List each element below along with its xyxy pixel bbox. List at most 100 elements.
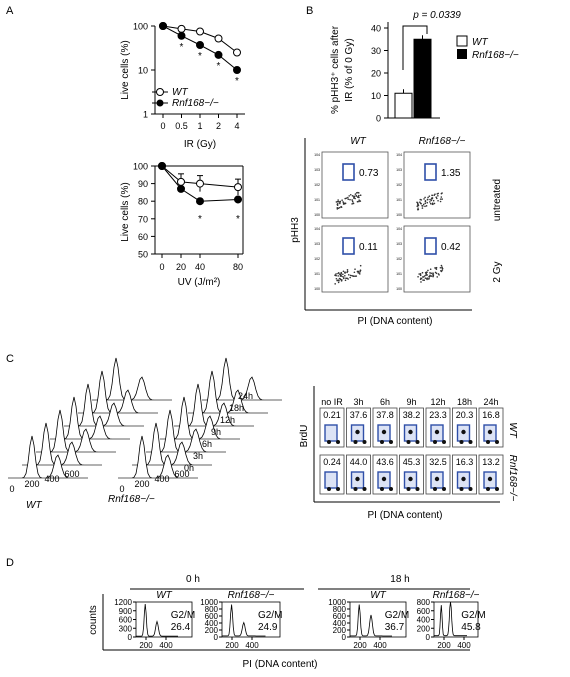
cell-event	[435, 197, 438, 200]
x-axis-label: IR (Gy)	[184, 139, 216, 150]
time-label: 6h	[202, 439, 212, 449]
row-2gy: 2 Gy	[492, 261, 503, 282]
cell-event	[424, 196, 426, 199]
cell-event	[416, 201, 418, 204]
cell-event	[416, 203, 419, 206]
legend-label-ko: Rnf168−/−	[172, 98, 219, 109]
y-tick-label: 40	[371, 24, 381, 34]
legend-label-ko: Rnf168−/−	[472, 50, 519, 61]
cell-event	[426, 198, 429, 201]
y-tick-label: 200	[333, 626, 347, 635]
g2-cluster	[362, 440, 367, 444]
tick-label: 104	[314, 153, 320, 157]
genotype-label: WT	[370, 590, 386, 601]
cell-event	[416, 205, 419, 208]
cell-event	[420, 277, 422, 280]
cell-event	[337, 275, 339, 277]
tick-label: 102	[396, 257, 402, 261]
cell-event	[435, 268, 438, 270]
y-tick-label: 800	[333, 605, 347, 614]
x-tick-label: 200	[225, 641, 239, 650]
brdu-percentage: 0.21	[323, 410, 341, 420]
cell-event	[339, 201, 341, 204]
gate-box	[424, 163, 437, 181]
cell-event	[359, 200, 362, 202]
y-tick-label: 10	[371, 91, 381, 101]
cell-event	[347, 278, 349, 280]
cell-event	[420, 281, 422, 283]
cell-event	[353, 195, 355, 197]
x-tick-label: 600	[174, 469, 189, 479]
y-tick-label: 200	[205, 626, 219, 635]
cell-event	[343, 275, 346, 277]
timepoint-18h: 18 h	[390, 574, 409, 585]
y-tick-label: 10	[138, 66, 148, 76]
cell-event	[356, 270, 359, 273]
cell-event	[428, 278, 430, 280]
tick-label: 103	[314, 168, 320, 172]
x-tick-label: 400	[159, 641, 173, 650]
cell-event	[437, 273, 440, 275]
cell-event	[439, 200, 442, 203]
cell-event	[427, 269, 429, 272]
group-label-ko: Rnf168−/−	[108, 494, 155, 505]
cell-event	[359, 194, 362, 197]
cell-event	[434, 193, 436, 195]
x-tick-label: 0	[159, 262, 164, 272]
cell-event	[336, 208, 339, 210]
data-point	[196, 197, 204, 206]
cell-event	[351, 200, 354, 203]
y-tick-label: 300	[119, 624, 133, 633]
cell-event	[428, 195, 431, 197]
g1-cluster	[486, 440, 490, 444]
x-axis-label: UV (J/m²)	[178, 277, 221, 288]
cell-event	[341, 199, 343, 201]
timepoint-header: 9h	[406, 397, 416, 407]
cell-event	[354, 193, 357, 195]
pi-axis-label: PI (DNA content)	[357, 316, 432, 327]
cell-event	[441, 266, 443, 268]
data-point	[233, 66, 241, 74]
phh3-bar-chart: % pHH3⁺ cells after IR (% of 0 Gy) 0 10 20…	[330, 10, 519, 124]
cell-event	[431, 203, 434, 205]
data-point	[177, 31, 186, 40]
x-tick-label: 0.5	[175, 121, 188, 131]
cell-event	[352, 275, 355, 277]
s-cluster	[487, 476, 493, 482]
brdu-percentage: 37.8	[376, 410, 394, 420]
data-point	[233, 48, 241, 57]
g2-cluster	[389, 487, 393, 491]
cell-event	[435, 196, 438, 199]
cell-event	[432, 274, 435, 276]
gate-box	[324, 471, 338, 489]
cell-event	[357, 196, 359, 198]
cell-event	[441, 269, 444, 271]
cell-event	[435, 272, 438, 275]
cell-event	[421, 205, 424, 207]
s-cluster	[434, 476, 440, 482]
x-tick-label: 200	[134, 479, 149, 489]
g1-cluster	[406, 487, 411, 491]
y-tick-label: 800	[417, 598, 431, 607]
timepoint-header: 12h	[430, 397, 445, 407]
cell-event	[342, 270, 345, 273]
g2-cluster	[415, 440, 420, 444]
histogram-trace	[136, 603, 178, 637]
g2m-label: G2/M	[461, 610, 485, 621]
y-tick-label: 0	[128, 633, 133, 642]
cell-event	[419, 201, 421, 203]
cell-event	[423, 279, 426, 282]
cell-event	[420, 202, 422, 205]
cell-event	[346, 268, 349, 271]
flow-plot	[321, 225, 389, 293]
x-tick-label: 200	[139, 641, 153, 650]
cell-event	[344, 197, 347, 200]
cell-event	[347, 273, 350, 276]
data-point	[159, 22, 167, 30]
g2-cluster	[442, 440, 446, 444]
row-label-wt: WT	[507, 422, 518, 438]
cell-event	[340, 205, 342, 208]
cell-event	[335, 273, 337, 275]
cell-event	[345, 277, 347, 279]
cell-event	[339, 274, 342, 276]
